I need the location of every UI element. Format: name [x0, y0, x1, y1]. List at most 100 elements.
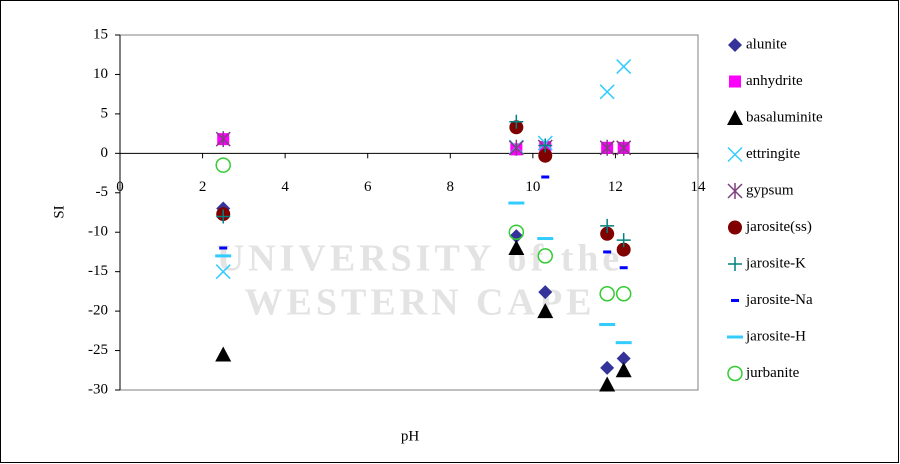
marker-part	[727, 365, 743, 382]
marker-part	[538, 148, 553, 163]
marker	[508, 240, 525, 255]
x-tick-label: 6	[364, 179, 372, 195]
marker-part	[599, 139, 615, 156]
marker	[727, 146, 743, 163]
marker	[215, 157, 231, 173]
marker	[215, 254, 232, 258]
marker	[599, 376, 616, 392]
marker	[728, 38, 742, 52]
marker-part	[728, 257, 742, 271]
marker-part	[537, 303, 554, 319]
marker	[508, 224, 525, 240]
marker	[219, 246, 228, 250]
legend-label: jurbanite	[745, 365, 800, 381]
marker-part	[616, 242, 631, 257]
marker	[538, 285, 553, 300]
legend-label: jarosite-K	[745, 255, 806, 271]
marker	[728, 220, 742, 235]
marker-part	[728, 38, 742, 52]
watermark: WESTERN CAPE	[245, 282, 596, 324]
marker-part	[615, 362, 632, 378]
y-tick-label: -5	[96, 184, 109, 200]
marker	[616, 242, 631, 257]
x-tick-label: 12	[608, 179, 623, 195]
marker-part	[600, 360, 615, 375]
y-tick-label: -30	[88, 381, 108, 397]
marker-part	[600, 226, 615, 241]
marker-part	[729, 75, 741, 88]
marker-part	[537, 237, 554, 241]
marker	[509, 114, 524, 129]
marker-part	[508, 139, 524, 156]
marker	[616, 139, 632, 156]
marker	[600, 218, 615, 233]
marker	[538, 148, 553, 163]
marker-part	[537, 248, 553, 264]
y-tick-label: 0	[101, 145, 109, 161]
marker	[599, 286, 615, 302]
marker-part	[219, 246, 228, 250]
x-tick-label: 14	[691, 179, 707, 195]
legend-label: jarosite-Na	[745, 292, 813, 308]
y-tick-label: 15	[93, 26, 108, 42]
x-tick-label: 10	[525, 179, 540, 195]
marker	[599, 84, 615, 100]
watermark: UNIVERSITY of the	[217, 238, 624, 280]
marker-part	[600, 218, 615, 233]
marker	[727, 110, 743, 125]
marker	[215, 131, 231, 148]
marker	[615, 341, 632, 345]
marker-part	[538, 285, 553, 300]
x-tick-label: 8	[447, 179, 455, 195]
x-tick-label: 2	[199, 179, 207, 195]
marker-part	[509, 229, 524, 244]
marker	[600, 360, 615, 375]
marker-part	[216, 209, 231, 224]
marker-part	[541, 175, 550, 179]
marker-part	[215, 131, 231, 148]
marker-part	[538, 138, 553, 153]
marker-part	[616, 139, 632, 156]
marker-part	[616, 351, 631, 366]
y-axis-label: SI	[51, 205, 67, 218]
marker-part	[508, 240, 525, 255]
y-tick-label: -25	[88, 342, 108, 358]
marker-part	[603, 250, 612, 254]
marker	[215, 264, 231, 280]
marker-part	[215, 157, 231, 173]
marker-part	[215, 254, 232, 258]
marker	[615, 362, 632, 378]
marker	[727, 335, 743, 339]
marker	[599, 139, 615, 156]
marker-part	[215, 346, 232, 362]
marker	[508, 139, 524, 156]
marker	[727, 365, 743, 382]
marker-part	[508, 201, 525, 205]
marker	[216, 209, 231, 224]
y-tick-label: -20	[88, 303, 108, 319]
marker	[508, 201, 525, 205]
marker-part	[508, 224, 525, 240]
legend-label: jarosite-H	[745, 328, 806, 344]
marker	[728, 257, 742, 271]
marker-part	[599, 84, 615, 100]
marker	[509, 229, 524, 244]
x-tick-label: 0	[116, 179, 124, 195]
marker-part	[615, 341, 632, 345]
y-tick-label: 5	[101, 105, 109, 121]
legend-label: gypsum	[746, 182, 794, 198]
x-axis-label: pH	[401, 428, 420, 444]
legend-label: anhydrite	[746, 73, 803, 89]
marker	[600, 226, 615, 241]
y-tick-label: -15	[88, 263, 108, 279]
legend-label: jarosite(ss)	[745, 219, 812, 235]
marker	[599, 323, 616, 327]
marker	[619, 266, 628, 270]
y-tick-label: 10	[93, 66, 108, 82]
marker-part	[727, 110, 743, 125]
legend-label: alunite	[746, 36, 787, 52]
marker	[537, 237, 554, 241]
marker-part	[727, 146, 743, 163]
